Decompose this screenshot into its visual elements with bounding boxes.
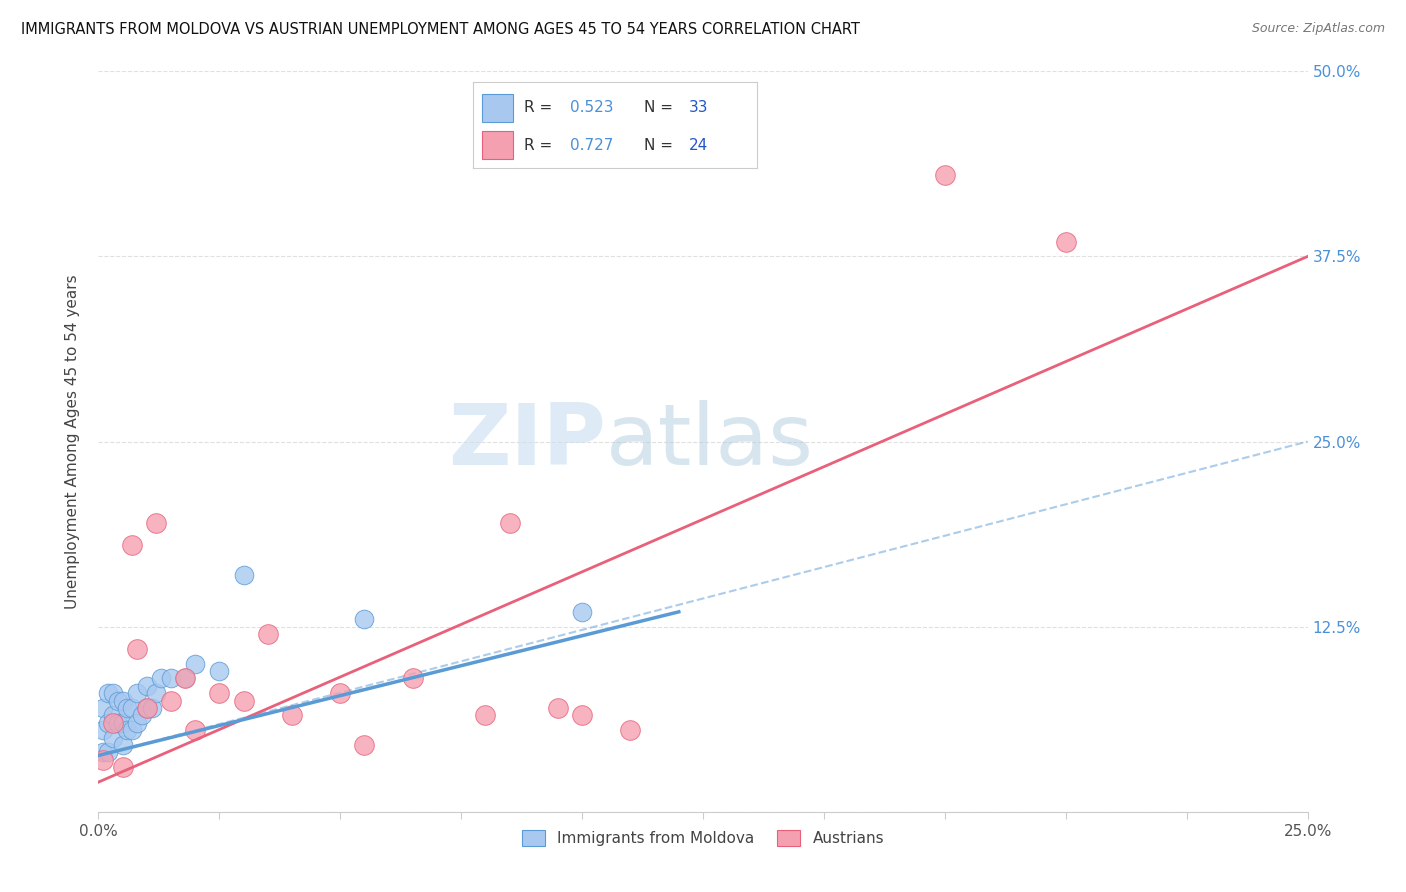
- Point: [232, 567, 254, 582]
- Point: [101, 715, 124, 730]
- Point: [145, 516, 167, 530]
- Point: [97, 715, 120, 730]
- Point: [353, 612, 375, 626]
- Point: [91, 753, 114, 767]
- Point: [498, 516, 520, 530]
- Point: [1054, 235, 1077, 249]
- Point: [127, 715, 149, 730]
- Point: [107, 694, 129, 708]
- Point: [121, 701, 143, 715]
- Point: [91, 701, 114, 715]
- Text: IMMIGRANTS FROM MOLDOVA VS AUSTRIAN UNEMPLOYMENT AMONG AGES 45 TO 54 YEARS CORRE: IMMIGRANTS FROM MOLDOVA VS AUSTRIAN UNEM…: [21, 22, 860, 37]
- Point: [121, 723, 143, 738]
- Point: [121, 538, 143, 552]
- Point: [107, 715, 129, 730]
- Point: [208, 664, 231, 678]
- Point: [353, 738, 375, 752]
- Point: [101, 708, 124, 723]
- Point: [111, 738, 134, 752]
- Point: [135, 679, 157, 693]
- Point: [281, 708, 304, 723]
- Point: [619, 723, 641, 738]
- Point: [97, 746, 120, 760]
- Y-axis label: Unemployment Among Ages 45 to 54 years: Unemployment Among Ages 45 to 54 years: [65, 274, 80, 609]
- Point: [131, 708, 153, 723]
- Point: [174, 672, 197, 686]
- Text: atlas: atlas: [606, 400, 814, 483]
- Point: [150, 672, 173, 686]
- Point: [127, 686, 149, 700]
- Point: [111, 694, 134, 708]
- Point: [111, 715, 134, 730]
- Point: [101, 731, 124, 745]
- Point: [571, 605, 593, 619]
- Point: [184, 657, 207, 671]
- Point: [135, 701, 157, 715]
- Point: [329, 686, 352, 700]
- Point: [934, 168, 956, 182]
- Point: [571, 708, 593, 723]
- Point: [547, 701, 569, 715]
- Point: [127, 641, 149, 656]
- Text: ZIP: ZIP: [449, 400, 606, 483]
- Point: [160, 672, 183, 686]
- Point: [91, 723, 114, 738]
- Point: [117, 701, 139, 715]
- Point: [208, 686, 231, 700]
- Point: [256, 627, 278, 641]
- Point: [135, 701, 157, 715]
- Point: [91, 746, 114, 760]
- Point: [145, 686, 167, 700]
- Legend: Immigrants from Moldova, Austrians: Immigrants from Moldova, Austrians: [516, 824, 890, 852]
- Point: [117, 723, 139, 738]
- Point: [141, 701, 163, 715]
- Point: [184, 723, 207, 738]
- Point: [97, 686, 120, 700]
- Point: [101, 686, 124, 700]
- Point: [232, 694, 254, 708]
- Point: [174, 672, 197, 686]
- Text: Source: ZipAtlas.com: Source: ZipAtlas.com: [1251, 22, 1385, 36]
- Point: [111, 760, 134, 774]
- Point: [160, 694, 183, 708]
- Point: [402, 672, 425, 686]
- Point: [474, 708, 496, 723]
